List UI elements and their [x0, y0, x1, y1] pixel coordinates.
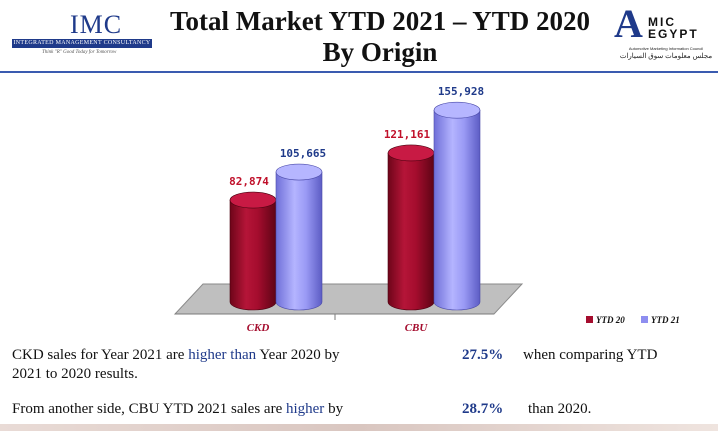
data-label-ytd21-ckd: 105,665 [280, 147, 326, 160]
ckd-text-end: when comparing YTD [523, 347, 658, 363]
imc-logo-motto: Think "R" Good Today for Tomorrow [42, 50, 117, 55]
bar-top-ytd21-ckd [275, 163, 323, 181]
amic-logo-word: MIC EGYPT [648, 16, 699, 40]
legend: YTD 20 YTD 21 [586, 315, 680, 325]
origin-bar-chart: 82,874 105,665 121,161 155,928 CKD CBU YTD … [173, 85, 680, 334]
cbu-growth-value: 28.7% [462, 401, 504, 417]
bar-top-ytd20-ckd [229, 191, 277, 209]
data-label-ytd21-cbu: 155,928 [438, 85, 484, 98]
x-tick-label-cbu: CBU [405, 322, 429, 334]
bottom-decoration [0, 424, 718, 431]
ckd-growth-value: 27.5% [462, 347, 504, 363]
cbu-comparison-text: From another side, CBU YTD 2021 sales ar… [12, 400, 418, 419]
legend-swatch-ytd21 [641, 316, 648, 323]
imc-logo-tagline: INTEGRATED MANAGEMENT CONSULTANCY [12, 39, 152, 48]
amic-logo-word-1: MIC [648, 15, 676, 29]
legend-swatch-ytd20 [586, 316, 593, 323]
amic-logo-arabic: مجلس معلومات سوق السيارات [619, 53, 713, 60]
amic-logo-word-2: EGYPT [648, 27, 699, 41]
cbu-highlight: higher [285, 401, 325, 417]
ckd-text-after: Year 2020 by [259, 347, 340, 363]
imc-logo-text: IMC [70, 10, 123, 39]
page-title: Total Market YTD 2021 – YTD 2020 By Orig… [170, 6, 590, 67]
cbu-text-after: by [328, 401, 344, 417]
cbu-text-end: than 2020. [528, 401, 592, 417]
header-divider [0, 71, 718, 73]
cbu-text-before: From another side, CBU YTD 2021 sales ar… [12, 401, 283, 417]
bar-ytd20-cbu [387, 152, 435, 311]
data-label-ytd20-cbu: 121,161 [384, 128, 431, 141]
ckd-highlight: higher than [188, 347, 257, 363]
bar-top-ytd21-cbu [433, 101, 481, 119]
bar-top-ytd20-cbu [387, 144, 435, 162]
imc-logo: IMC INTEGRATED MANAGEMENT CONSULTANCY Th… [12, 8, 152, 55]
ckd-comparison-text: CKD sales for Year 2021 are higher than … [12, 346, 418, 384]
amic-logo-subtitle: Automotive Marketing Information Council [628, 46, 704, 51]
data-label-ytd20-ckd: 82,874 [229, 175, 269, 188]
bar-ytd21-cbu [433, 109, 481, 311]
legend-label-ytd21: YTD 21 [651, 315, 680, 325]
x-tick-label-ckd: CKD [247, 322, 270, 334]
ckd-text-before: CKD sales for Year 2021 are [12, 347, 185, 363]
amic-logo-a: A [614, 1, 643, 46]
ckd-text-continuation: 2021 to 2020 results. [12, 366, 138, 382]
legend-label-ytd20: YTD 20 [596, 315, 625, 325]
bar-ytd21-ckd [275, 171, 323, 311]
bar-ytd20-ckd [229, 199, 277, 311]
amic-egypt-logo: A MIC EGYPT Automotive Marketing Informa… [610, 4, 714, 64]
